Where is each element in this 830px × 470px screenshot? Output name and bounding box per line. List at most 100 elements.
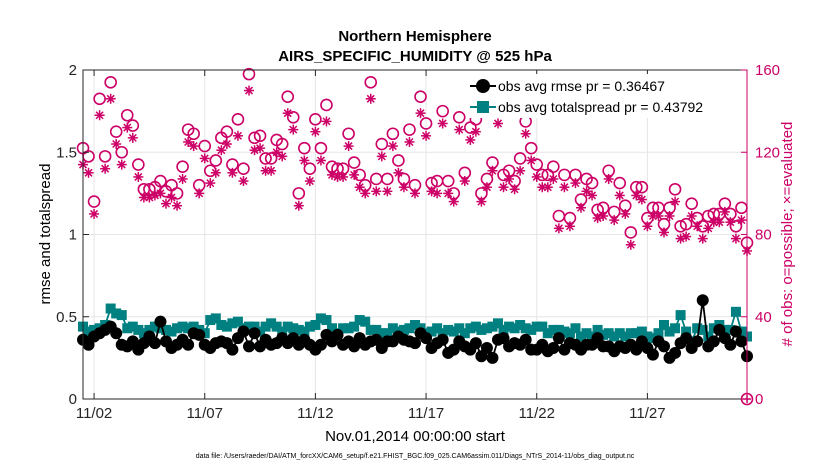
evaluated-stroke xyxy=(505,174,514,184)
possible-point xyxy=(436,104,449,118)
rmse-point xyxy=(735,335,748,348)
evaluated-point xyxy=(692,221,703,232)
rmse-point xyxy=(680,332,693,345)
totalspread-point xyxy=(177,321,188,332)
evaluated-stroke xyxy=(322,117,331,126)
evaluated-point xyxy=(277,151,288,162)
evaluated-point xyxy=(83,167,94,178)
rmse-point xyxy=(552,332,565,345)
evaluated-stroke xyxy=(488,166,497,175)
evaluated-stroke xyxy=(244,86,254,95)
possible-point xyxy=(242,67,256,81)
totalspread-point xyxy=(730,306,741,317)
evaluated-stroke xyxy=(610,216,619,225)
evaluated-stroke xyxy=(167,193,176,202)
y-tick-label: 0 xyxy=(69,391,77,408)
evaluated-stroke xyxy=(256,144,265,153)
totalspread-point xyxy=(576,331,586,342)
totalspread-point xyxy=(260,321,271,332)
totalspread-point xyxy=(376,328,387,339)
possible-point xyxy=(364,76,378,89)
evaluated-stroke xyxy=(117,160,126,169)
evaluated-point xyxy=(653,210,664,221)
totalspread-point xyxy=(127,321,138,332)
evaluated-point xyxy=(581,186,592,197)
evaluated-point xyxy=(227,167,238,178)
totalspread-point xyxy=(299,326,310,337)
evaluated-stroke xyxy=(449,197,458,206)
evaluated-stroke xyxy=(361,189,370,198)
y2-tick-label: 120 xyxy=(755,144,780,161)
possible-point xyxy=(513,152,527,165)
evaluated-point xyxy=(310,126,321,137)
evaluated-stroke xyxy=(200,154,209,163)
possible-point xyxy=(613,176,627,190)
totalspread-point xyxy=(249,321,260,332)
evaluated-point xyxy=(443,188,454,199)
totalspread-point xyxy=(288,323,299,334)
chart-subtitle: AIRS_SPECIFIC_HUMIDITY @ 525 hPa xyxy=(278,48,552,65)
evaluated-stroke xyxy=(510,185,519,194)
possible-point xyxy=(585,176,599,190)
rmse-point xyxy=(669,346,682,359)
possible-point xyxy=(624,226,638,239)
evaluated-point xyxy=(531,171,542,182)
evaluated-point xyxy=(349,169,360,180)
rmse-point xyxy=(486,351,499,364)
evaluated-stroke xyxy=(233,131,242,140)
totalspread-point xyxy=(459,328,470,339)
evaluated-stroke xyxy=(482,183,491,192)
evaluated-point xyxy=(437,118,448,129)
evaluated-point xyxy=(725,217,736,228)
totalspread-point xyxy=(443,324,454,335)
possible-point xyxy=(524,141,538,155)
evaluated-stroke xyxy=(532,172,541,181)
totalspread-point xyxy=(111,308,122,319)
totalspread-point xyxy=(89,324,100,335)
totalspread-point xyxy=(703,331,714,342)
evaluated-point xyxy=(526,155,537,166)
evaluated-point xyxy=(293,200,304,211)
rmse-point xyxy=(696,294,709,307)
evaluated-point xyxy=(465,134,476,145)
rmse-point xyxy=(154,315,167,328)
evaluated-point xyxy=(343,141,354,152)
evaluated-point xyxy=(664,210,675,221)
totalspread-point xyxy=(387,323,398,334)
evaluated-point xyxy=(681,231,692,242)
evaluated-point xyxy=(266,165,277,176)
series-evaluated xyxy=(78,85,752,256)
y-tick-label: 1.5 xyxy=(56,144,77,161)
totalspread-point xyxy=(603,328,614,339)
evaluated-point xyxy=(570,178,581,189)
legend: obs avg rmse pr = 0.36467 obs avg totals… xyxy=(466,74,742,118)
evaluated-point xyxy=(625,239,636,250)
legend-item-rmse: obs avg rmse pr = 0.36467 xyxy=(470,78,665,94)
totalspread-point xyxy=(614,328,625,339)
evaluated-stroke xyxy=(654,211,663,221)
totalspread-point xyxy=(653,328,664,339)
totalspread-point xyxy=(581,328,592,339)
evaluated-stroke xyxy=(621,209,630,218)
chart-title: Northern Hemisphere xyxy=(338,28,491,45)
possible-point xyxy=(132,158,145,171)
totalspread-point xyxy=(697,324,708,335)
totalspread-point xyxy=(161,324,171,335)
possible-point xyxy=(452,110,466,124)
y-tick-label: 2 xyxy=(69,62,77,79)
evaluated-point xyxy=(244,85,254,96)
possible-point xyxy=(635,180,649,194)
possible-point xyxy=(120,108,134,122)
possible-point xyxy=(264,152,278,165)
evaluated-point xyxy=(122,122,133,133)
rmse-point xyxy=(724,338,737,351)
evaluated-point xyxy=(304,176,315,187)
possible-point xyxy=(392,154,405,167)
evaluated-stroke xyxy=(228,168,237,177)
evaluated-point xyxy=(177,173,188,184)
evaluated-point xyxy=(587,190,598,201)
evaluated-point xyxy=(481,182,492,193)
evaluated-stroke xyxy=(554,224,563,233)
totalspread-point xyxy=(670,323,681,334)
evaluated-stroke xyxy=(444,189,453,198)
